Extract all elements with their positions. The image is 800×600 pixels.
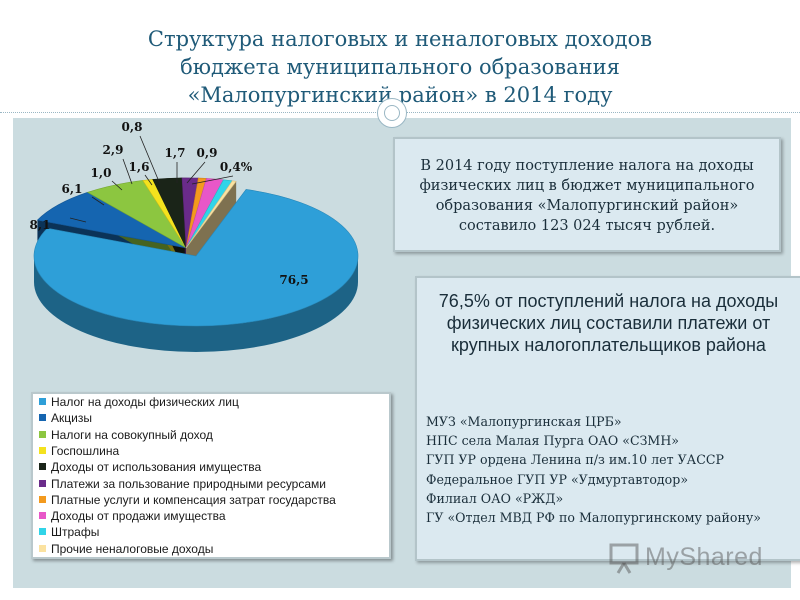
leader-line-2 <box>91 196 105 206</box>
pie-tops <box>33 177 359 327</box>
legend-label: Акцизы <box>51 411 92 426</box>
data-label-0: 76,5 <box>279 273 308 287</box>
data-label-2: 6,1 <box>62 182 83 196</box>
legend-label: Налоги на совокупный доход <box>51 427 213 442</box>
title-line-2: бюджета муниципального образования <box>180 55 620 79</box>
legend-label: Прочие неналоговые доходы <box>51 541 214 556</box>
leader-line-6 <box>139 135 161 185</box>
taxpayer-item: ГУП УР ордена Ленина п/з им.10 лет УАССР <box>426 452 724 468</box>
watermark: MyShared <box>607 541 769 575</box>
legend-swatch <box>39 430 46 438</box>
leader-line-4 <box>122 158 133 185</box>
legend-item: Прочие неналоговые доходы <box>39 542 213 558</box>
pie-slice-0 <box>33 189 359 327</box>
taxpayer-item: НПС села Малая Пурга ОАО «СЗМН» <box>426 433 680 449</box>
pie-slice-9 <box>185 180 237 249</box>
taxpayer-list: МУЗ «Малопургинская ЦРБ» НПС села Малая … <box>426 412 796 527</box>
data-label-9: 0,4% <box>220 160 253 174</box>
leader-line-3 <box>111 180 123 191</box>
divider-ornament-icon <box>377 98 407 128</box>
chart-legend: Налог на доходы физических лиц Акцизы Нало… <box>31 392 391 559</box>
pie-labels: 76,5 8,1 6,1 1,0 2,9 1,6 0,8 1,7 0,90,4% <box>30 120 309 287</box>
legend-label: Платные услуги и компенсация затрат госу… <box>51 492 336 507</box>
data-label-6: 0,8 <box>122 120 143 134</box>
legend-swatch <box>39 398 46 405</box>
legend-item: Налоги на совокупный доход <box>39 428 213 444</box>
legend-swatch <box>39 528 46 536</box>
legend-swatch <box>39 544 46 552</box>
pie-cut-9-1 <box>186 181 237 274</box>
legend-item: Госпошлина <box>39 444 119 460</box>
info-box-large-taxpayers-heading: 76,5% от поступлений налога на доходы фи… <box>438 291 779 355</box>
info-box-large-taxpayers: 76,5% от поступлений налога на доходы фи… <box>415 276 800 561</box>
legend-label: Налог на доходы физических лиц <box>51 395 239 409</box>
data-label-7: 1,7 <box>165 146 186 160</box>
data-label-8: 0,9 <box>197 146 218 160</box>
leader-line-8 <box>186 161 206 184</box>
legend-item: Платные услуги и компенсация затрат госу… <box>39 493 336 509</box>
info-box-ndfl-total: В 2014 году поступление налога на доходы… <box>393 137 781 252</box>
legend-item: Платежи за пользование природными ресурс… <box>39 477 326 493</box>
legend-swatch <box>39 512 46 520</box>
data-label-1: 8,1 <box>30 218 51 232</box>
pie-side-0 <box>34 256 358 352</box>
legend-label: Доходы от продажи имущества <box>51 509 226 524</box>
bottom-strip <box>0 588 800 600</box>
legend-swatch <box>39 446 46 454</box>
leader-line-1 <box>69 217 87 223</box>
taxpayer-item: Федеральное ГУП УР «Удмуртавтодор» <box>426 471 689 487</box>
legend-label: Госпошлина <box>51 443 120 458</box>
title-line-1: Структура налоговых и неналоговых доходо… <box>147 27 653 51</box>
data-label-4: 2,9 <box>103 143 124 157</box>
legend-label: Штрафы <box>51 525 100 540</box>
legend-item: Налог на доходы физических лиц <box>39 395 239 411</box>
legend-swatch <box>39 479 46 487</box>
taxpayer-item: МУЗ «Малопургинская ЦРБ» <box>426 414 622 429</box>
legend-swatch <box>39 463 46 471</box>
leader-line-9 <box>191 175 234 185</box>
taxpayer-item: ГУ «Отдел МВД РФ по Малопургинскому райо… <box>426 510 761 526</box>
legend-item: Акцизы <box>39 411 92 427</box>
legend-item: Доходы от продажи имущества <box>39 509 226 525</box>
watermark-text: MyShared <box>645 543 763 571</box>
presentation-board-icon <box>609 543 639 574</box>
legend-item: Штрафы <box>39 525 99 541</box>
legend-label: Платежи за пользование природными ресурс… <box>51 476 326 491</box>
data-label-3: 1,0 <box>91 166 112 180</box>
leader-line-5 <box>144 174 153 186</box>
title-area: Структура налоговых и неналоговых доходо… <box>0 0 800 118</box>
legend-swatch <box>39 414 46 422</box>
legend-label: Доходы от использования имущества <box>51 460 262 475</box>
legend-swatch <box>39 495 46 503</box>
data-label-5: 1,6 <box>129 160 150 174</box>
info-box-ndfl-total-text: В 2014 году поступление налога на доходы… <box>419 158 755 234</box>
taxpayer-item: Филиал ОАО «РЖД» <box>426 490 564 506</box>
legend-item: Доходы от использования имущества <box>39 460 261 476</box>
